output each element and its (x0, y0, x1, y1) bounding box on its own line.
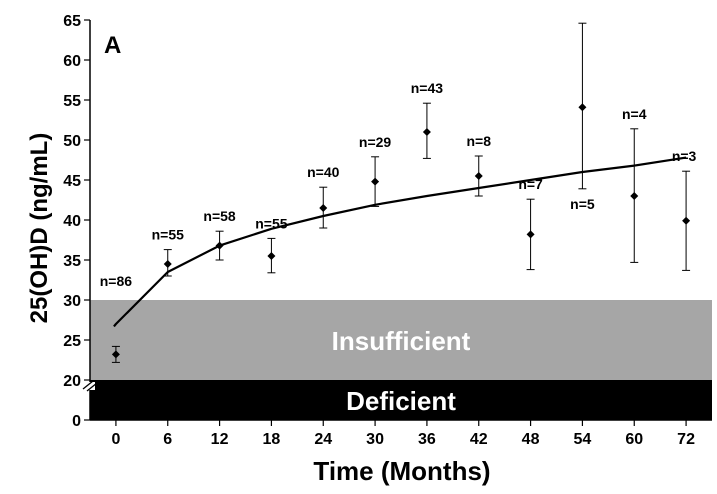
points-layer (111, 22, 691, 363)
y-tick-label: 20 (63, 373, 81, 390)
axis-break-mark (86, 382, 98, 392)
band-insufficient (90, 300, 712, 380)
x-tick-label: 12 (211, 431, 229, 448)
n-label: n=7 (518, 176, 543, 192)
n-label: n=3 (672, 148, 697, 164)
data-point (163, 260, 172, 268)
data-point (267, 252, 276, 260)
data-point (526, 230, 535, 239)
x-tick-label: 30 (366, 431, 384, 448)
data-point (682, 216, 691, 225)
axes-layer: 65 60 55 50 45 40 35 30 25 20 0 0 6 12 18 24 30 36 42 48 54 6… (63, 13, 712, 448)
x-tick-label: 54 (574, 431, 592, 448)
band-label-deficient: Deficient (346, 386, 456, 416)
y-tick-label: 45 (63, 173, 81, 190)
n-label: n=86 (100, 273, 133, 289)
bands-layer: Insufficient Deficient (90, 300, 712, 420)
data-point (215, 241, 224, 250)
y-tick-label: 40 (63, 213, 81, 230)
x-tick-label: 0 (111, 431, 120, 448)
n-label: n=40 (307, 164, 340, 180)
y-tick-label: 50 (63, 133, 81, 150)
x-tick-label: 48 (522, 431, 540, 448)
x-tick-label: 6 (163, 431, 172, 448)
band-deficient (90, 380, 712, 420)
y-tick-label: 0 (72, 413, 81, 430)
x-axis-title: Time (Months) (313, 456, 490, 486)
n-label: n=43 (411, 80, 444, 96)
labels-layer: n=86 n=55 n=58 n=55 n=40 n=29 n=43 n=8 n=7 n=5 n=4… (100, 80, 697, 289)
y-tick-label: 30 (63, 293, 81, 310)
data-point (630, 192, 639, 200)
y-tick-label: 55 (63, 93, 81, 110)
data-point (474, 172, 483, 180)
y-tick-label: 35 (63, 253, 81, 270)
x-tick-label: 42 (470, 431, 488, 448)
axis-break-gap (85, 382, 95, 390)
data-point (422, 128, 431, 136)
x-tick-label: 72 (677, 431, 695, 448)
data-point (319, 204, 328, 212)
data-point (578, 103, 587, 112)
y-tick-label: 25 (63, 333, 81, 350)
n-label: n=8 (466, 133, 491, 149)
band-label-insufficient: Insufficient (332, 326, 471, 356)
data-point (111, 350, 120, 359)
axis-break-mark (82, 380, 94, 390)
y-axis-title: 25(OH)D (ng/mL) (26, 133, 53, 324)
n-label: n=29 (359, 134, 392, 150)
n-label: n=55 (255, 215, 288, 231)
y-tick-label: 65 (63, 13, 81, 30)
x-tick-label: 60 (625, 431, 643, 448)
n-label: n=4 (622, 106, 647, 122)
panel-label: A (104, 32, 121, 59)
n-label: n=5 (570, 196, 595, 212)
n-label: n=55 (152, 227, 185, 243)
y-tick-label: 60 (63, 53, 81, 70)
data-point (371, 177, 380, 186)
x-tick-label: 24 (314, 431, 332, 448)
n-label: n=58 (203, 208, 236, 224)
x-tick-label: 18 (263, 431, 281, 448)
x-tick-label: 36 (418, 431, 436, 448)
